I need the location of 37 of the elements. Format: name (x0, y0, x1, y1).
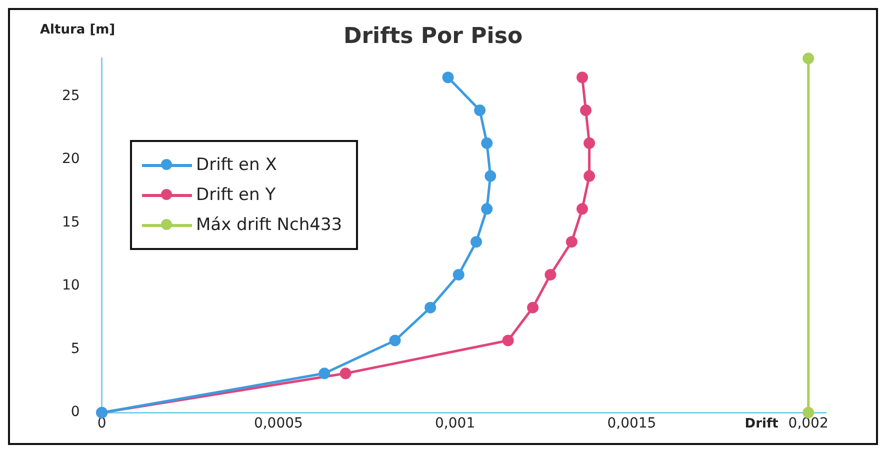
x-tick-label: 0,001 (435, 416, 476, 432)
point (470, 236, 482, 248)
y-axis-title: Altura [m] (40, 22, 116, 38)
y-tick-label: 0 (70, 404, 80, 420)
point (566, 236, 578, 248)
legend-label: Drift en X (196, 155, 277, 175)
x-tick-label: 0,0005 (254, 416, 303, 432)
x-axis-title: Drift (744, 416, 778, 432)
y-tick-label: 15 (62, 214, 80, 230)
x-tick-label: 0,0015 (607, 416, 656, 432)
point (340, 368, 352, 380)
y-tick-label: 5 (70, 340, 80, 357)
x-tick-label: 0,002 (788, 416, 828, 432)
point (584, 137, 596, 149)
y-tick-label: 25 (62, 88, 80, 104)
point (580, 104, 592, 116)
point (502, 334, 514, 346)
point (544, 268, 556, 280)
point (389, 334, 401, 346)
point (318, 368, 330, 380)
legend-label: Máx drift Nch433 (196, 215, 342, 235)
chart-title: Drifts Por Piso (343, 24, 523, 49)
point (802, 52, 814, 64)
point (474, 104, 486, 116)
y-tick-label: 20 (62, 151, 80, 168)
point (452, 268, 464, 280)
point (481, 137, 493, 149)
y-tick-label: 10 (62, 278, 80, 294)
point (424, 302, 436, 314)
point (481, 203, 493, 215)
point (576, 203, 588, 215)
point (484, 170, 496, 182)
legend-label: Drift en Y (196, 185, 276, 205)
point (442, 72, 454, 84)
point (527, 302, 539, 314)
point (576, 72, 588, 84)
point (584, 170, 596, 182)
